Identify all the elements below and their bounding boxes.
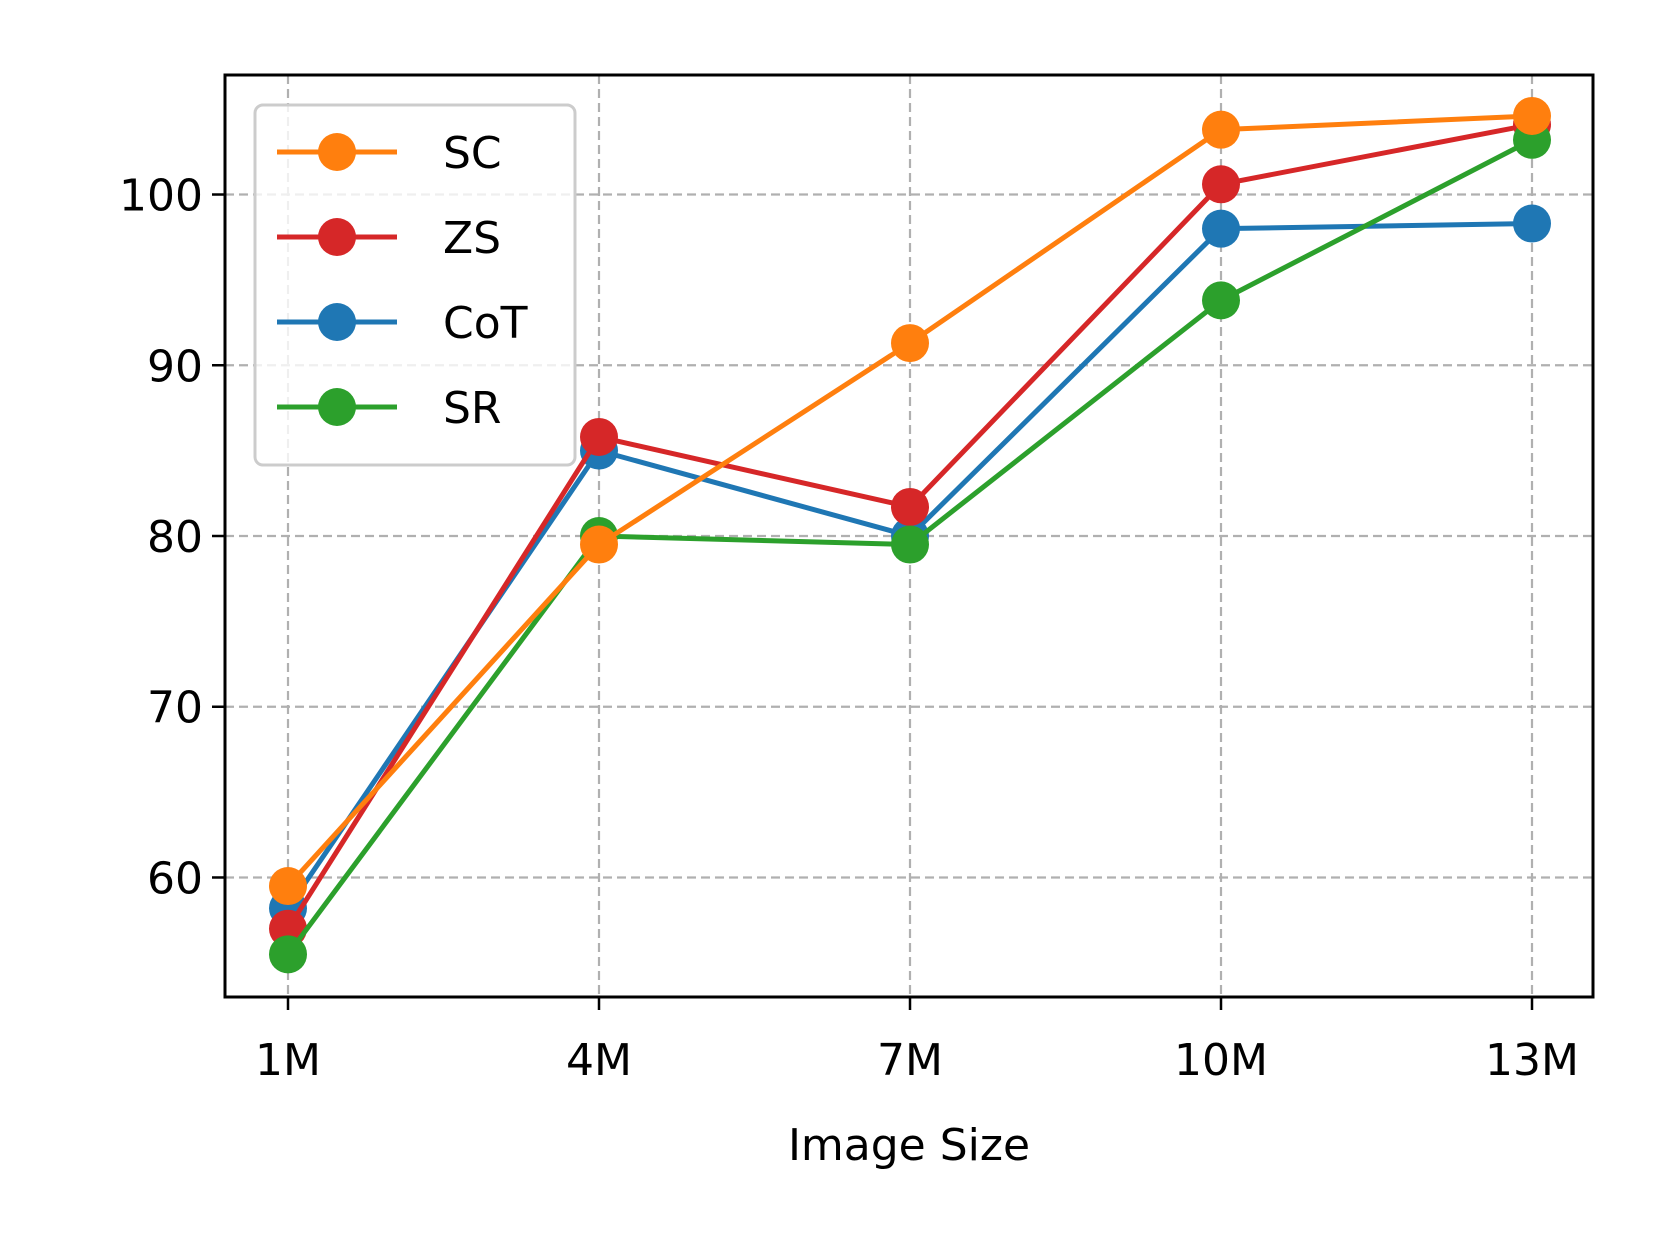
x-tick-label: 1M: [255, 1035, 321, 1086]
y-tick-label: 60: [147, 853, 203, 904]
data-point-sc: [1202, 110, 1240, 149]
legend-marker-sr: [318, 388, 356, 426]
y-tick-label: 70: [147, 683, 203, 734]
data-point-sr: [891, 525, 929, 564]
series-layer: [269, 96, 1551, 974]
legend-box: [253, 103, 577, 467]
data-point-zs: [580, 417, 618, 456]
legend-label-cot: CoT: [443, 298, 528, 349]
data-point-zs: [891, 487, 929, 526]
data-point-sc: [891, 324, 929, 363]
x-tick-label: 4M: [566, 1035, 632, 1086]
data-point-zs: [1202, 165, 1240, 204]
x-tick-label: 13M: [1485, 1035, 1579, 1086]
legend-marker-cot: [318, 303, 356, 341]
legend-label-sr: SR: [443, 383, 502, 434]
legend: SC ZS CoT SR: [253, 103, 577, 467]
data-point-sc: [269, 867, 307, 906]
y-tick-label: 80: [147, 512, 203, 563]
ticks-layer: 1M 4M 7M 10M 13M 60 70 80 90 100: [119, 171, 1579, 1086]
data-point-sc: [1513, 96, 1551, 135]
legend-label-sc: SC: [443, 128, 502, 179]
legend-marker-sc: [318, 133, 356, 171]
y-tick-label: 90: [147, 341, 203, 392]
x-axis-title: Image Size: [788, 1120, 1030, 1171]
x-tick-label: 7M: [877, 1035, 943, 1086]
data-point-cot: [1513, 204, 1551, 243]
data-point-sr: [1202, 281, 1240, 320]
y-tick-label: 100: [119, 171, 203, 222]
data-point-sc: [580, 525, 618, 564]
data-point-cot: [1202, 209, 1240, 248]
x-tick-label: 10M: [1174, 1035, 1268, 1086]
legend-label-zs: ZS: [443, 213, 501, 264]
legend-marker-zs: [318, 218, 356, 256]
data-point-sr: [269, 935, 307, 974]
